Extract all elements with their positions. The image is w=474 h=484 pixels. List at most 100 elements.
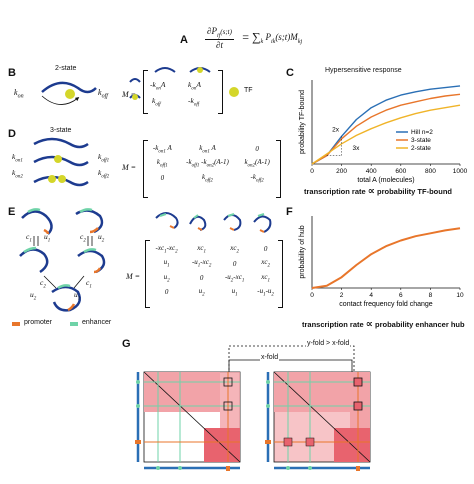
chart-c-caption: transcription rate ∝ probability TF-boun… xyxy=(304,186,452,197)
matrix-d-cell: kon2(A-1) xyxy=(244,158,270,169)
eq-rhs: = ∑ xyxy=(242,30,261,45)
x-tick-label: 10 xyxy=(456,292,464,299)
matrix-e-cell: -u1-xc2 xyxy=(191,258,212,269)
matrix-e-column-icons xyxy=(155,212,272,233)
x-tick-label: 400 xyxy=(366,168,377,175)
matrix-b-row-icons xyxy=(129,78,141,100)
matrix-e-cell: u1 xyxy=(231,287,238,298)
panel-label-f: F xyxy=(286,206,293,218)
matrix-b-cell-22: -koff xyxy=(188,96,200,108)
matrix-e-cell: 0 xyxy=(232,259,237,268)
chart-f-caption-left: transcription rate xyxy=(302,320,364,329)
matrix-e-cell: xc1 xyxy=(197,244,207,255)
matrix-b-cell-11: -konA xyxy=(150,80,166,92)
matrix-d-bracket-right xyxy=(276,140,281,198)
matrix-e-cell: xc2 xyxy=(261,258,270,269)
two-state-title: 2-state xyxy=(55,65,77,72)
matrix-d-cell: koff2 xyxy=(202,172,213,184)
koff1-label: koff1 xyxy=(98,152,110,164)
x-tick-label: 4 xyxy=(369,292,373,299)
matrix-e-cell: 0 xyxy=(164,288,169,297)
matrix-e-bracket-right xyxy=(278,240,283,308)
eq-lhs-sub: ij xyxy=(216,32,221,39)
matrix-d: -kon1 A kon1 A 0 koff1 -koff1 -kon2(A-1) kon2… xyxy=(148,142,276,185)
matrix-d-cell: 0 xyxy=(160,173,165,182)
x-tick-label: 2 xyxy=(340,292,344,299)
series-line-0 xyxy=(311,227,461,289)
three-state-title: 3-state xyxy=(50,127,72,134)
matrix-d-cell: 0 xyxy=(255,145,259,154)
matrix-d-bracket-left xyxy=(143,140,148,198)
tf-legend-dot xyxy=(229,87,239,97)
c2-label-top: c2 xyxy=(80,232,86,244)
c1-label-bottom: c1 xyxy=(86,278,92,290)
two-state-diagram xyxy=(41,81,97,105)
panel-label-b: B xyxy=(8,67,16,79)
x-tick-label: 1000 xyxy=(453,168,468,175)
panel-label-e: E xyxy=(8,206,16,218)
annotation-3x: 3x xyxy=(352,145,360,152)
eq-rhs-sub: k xyxy=(260,38,264,45)
x-tick-label: 800 xyxy=(425,168,436,175)
u1-label-top: u1 xyxy=(44,232,51,244)
tf-legend-label: TF xyxy=(244,87,253,94)
matrix-b-bracket-left xyxy=(143,70,148,114)
y-axis-label: probability TF-bound xyxy=(299,90,306,154)
matrix-e-cell: -xc1-xc2 xyxy=(155,244,178,255)
matrix-b-m: M = xyxy=(122,90,137,99)
c2-label-bottom: c2 xyxy=(40,278,46,290)
chart-f: 0 2 4 6 8 10 contact frequency fold change prob… xyxy=(299,216,464,308)
legend-promoter-label: promoter xyxy=(24,319,53,326)
master-equation: ∂Pij(s;t) ∂t = ∑k Pik(s;t)Mkj xyxy=(205,26,302,50)
matrix-e-bracket-left xyxy=(145,240,150,308)
matrix-d-cell: -koff2 xyxy=(250,172,264,184)
chart-c-title: Hypersensitive response xyxy=(325,67,402,74)
legend-label-1: 3-state xyxy=(411,137,431,144)
matrix-d-cell: kon1 A xyxy=(199,144,216,155)
matrix-e-cell: u2 xyxy=(198,287,205,298)
contact-map-diagram xyxy=(135,345,371,471)
panel-label-g: G xyxy=(122,338,131,350)
panel-label-a: A xyxy=(180,34,188,46)
matrix-e-cell: u1 xyxy=(163,258,170,269)
chart-f-caption: transcription rate ∝ probability enhance… xyxy=(302,319,465,330)
y-fold-label: y-fold > x-fold xyxy=(306,340,351,347)
enhancer-hub-diagram xyxy=(19,208,106,312)
chart-c-caption-right: probability TF-bound xyxy=(377,187,452,196)
x-fold-label: x-fold xyxy=(260,354,280,361)
eq-lhs-arg: (s;t) xyxy=(220,28,232,36)
matrix-b-icons xyxy=(154,67,211,73)
x-tick-label: 8 xyxy=(429,292,433,299)
matrix-d-cell: -koff1 -kon2(A-1) xyxy=(186,158,229,169)
eq-rhs-term: P xyxy=(265,31,271,42)
matrix-e-cell: xc2 xyxy=(230,244,240,255)
x-axis-label: contact frequency fold change xyxy=(339,301,433,308)
legend-promoter-swatch xyxy=(12,322,20,326)
x-tick-label: 0 xyxy=(310,168,314,175)
matrix-e: -xc1-xc2 xc1 xc2 0 u1 -u1-xc2 0 xc2 u2 0 -u2-xc1 xc… xyxy=(148,242,280,300)
panel-label-d: D xyxy=(8,128,16,140)
series-line-1 xyxy=(311,93,461,165)
series-line-2 xyxy=(311,104,461,165)
koff-label: koff xyxy=(98,88,108,100)
matrix-b-bracket-right xyxy=(218,70,223,114)
eq-lhs-den: ∂t xyxy=(216,39,223,50)
matrix-e-cell: u2 xyxy=(163,272,170,284)
x-tick-label: 0 xyxy=(310,292,314,299)
kon2-label: kon2 xyxy=(12,168,23,180)
x-tick-label: 600 xyxy=(395,168,406,175)
matrix-b-cell-21: koff xyxy=(152,96,161,108)
panel-label-c: C xyxy=(286,67,294,79)
chart-c: 0 200 400 600 800 1000 total A (molecules) prob… xyxy=(299,80,468,184)
matrix-e-cell: -u1-u2 xyxy=(257,287,274,298)
legend-enhancer-label: enhancer xyxy=(82,319,112,326)
x-axis-label: total A (molecules) xyxy=(357,177,414,184)
matrix-e-cell: 0 xyxy=(199,273,204,282)
eq-rhs-term-sub: ik xyxy=(270,38,276,45)
legend-label-2: 2-state xyxy=(411,145,431,152)
matrix-d-m: M = xyxy=(122,163,137,172)
eq-lhs-num: ∂P xyxy=(207,26,217,36)
matrix-b-cell-12: konA xyxy=(188,80,201,92)
u2-label-bottom: u2 xyxy=(30,290,37,302)
legend-label-0: Hill n=2 xyxy=(411,129,433,136)
